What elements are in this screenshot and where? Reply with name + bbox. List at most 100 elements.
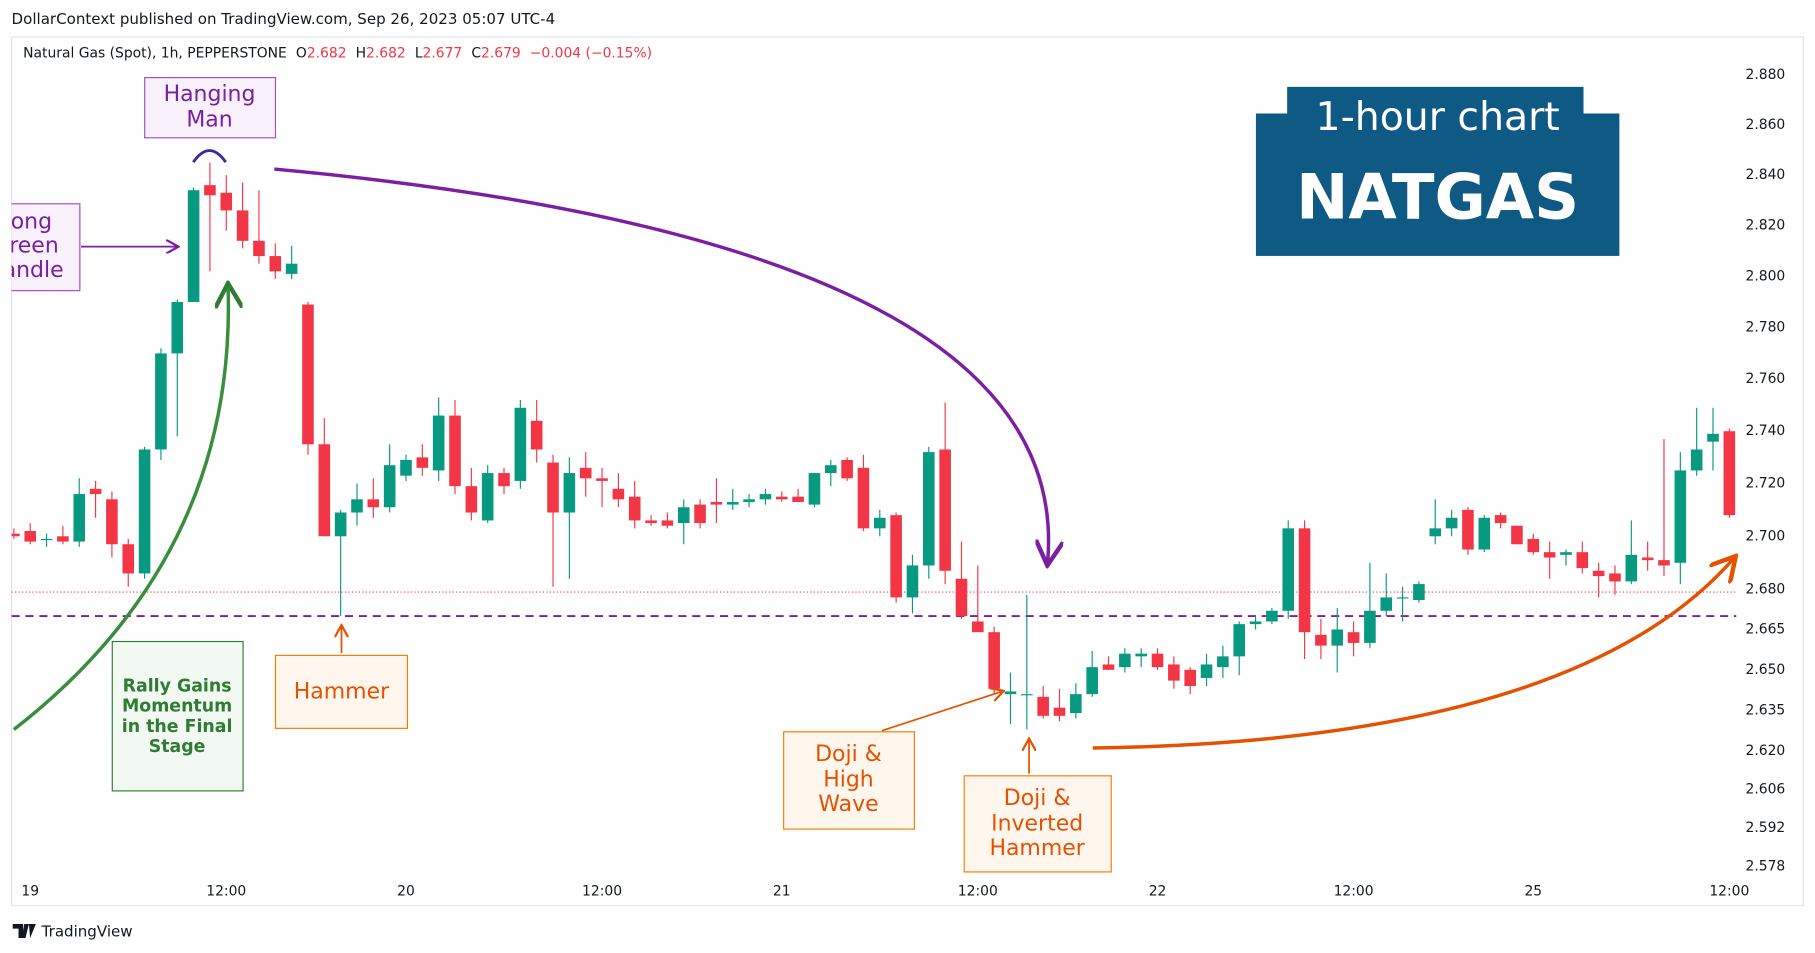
candle-body [775, 496, 788, 500]
candle-body [1658, 560, 1670, 566]
candle-body [890, 515, 902, 598]
candle-body [1560, 552, 1572, 555]
annotation-box [783, 731, 916, 830]
footer-brand: TradingView [41, 923, 133, 941]
candle-body [1609, 573, 1621, 582]
y-tick-label: 2.780 [1746, 320, 1786, 336]
candle-body [1119, 653, 1131, 668]
candle-body [710, 501, 723, 505]
annotation-text: Rally Gains [123, 677, 232, 697]
annotation-text: Candle [0, 258, 64, 283]
annotation-box [963, 775, 1112, 873]
annotation-text: Hammer [294, 679, 390, 704]
badge [1255, 113, 1620, 256]
x-tick-label: 12:00 [1709, 884, 1749, 900]
ohlc-label: O [296, 45, 307, 61]
change: −0.004 (−0.15%) [530, 45, 652, 61]
candle-body [236, 210, 249, 241]
annotation-text: Man [186, 107, 232, 132]
candle-body [416, 457, 429, 468]
candle-body [677, 507, 690, 524]
candle-body [1690, 449, 1703, 471]
candle-body [1298, 528, 1311, 633]
candle-body [1445, 517, 1458, 529]
candle-body [988, 632, 1000, 689]
footer: TradingView [12, 923, 133, 941]
candle-body [57, 536, 69, 542]
candle-body [1021, 694, 1033, 696]
candle-body [1233, 624, 1246, 657]
arrow [12, 286, 229, 731]
candle-body [1266, 610, 1278, 622]
y-tick-label: 2.680 [1746, 581, 1786, 597]
candle-body [1396, 597, 1409, 599]
candle-body [171, 302, 184, 354]
candle-body [1037, 696, 1049, 716]
x-tick-label: 12:00 [1334, 884, 1374, 900]
annotation-text: Momentum [122, 696, 232, 716]
candle-body [122, 544, 135, 574]
candle-body [269, 256, 282, 272]
candle-body [138, 449, 151, 574]
annotation-box [11, 203, 81, 292]
candle-body [351, 499, 363, 513]
arrow [1092, 558, 1734, 750]
candle-body [1070, 694, 1082, 714]
candle-body [1625, 554, 1638, 582]
candle-body [726, 501, 739, 505]
symbol: Natural Gas (Spot), 1h, PEPPERSTONE [23, 45, 287, 61]
candle-body [1576, 552, 1589, 569]
candle-body [24, 530, 37, 542]
candle-body [1315, 634, 1327, 646]
candle-body [1135, 653, 1147, 657]
arrow [881, 691, 1002, 732]
annotation-text: Inverted [991, 811, 1083, 836]
ohlc-label: H [356, 45, 366, 61]
candle-body [1184, 669, 1196, 687]
x-tick-label: 12:00 [582, 884, 622, 900]
candle-body [11, 533, 20, 537]
y-tick-label: 2.880 [1746, 67, 1786, 83]
symbol-legend: Natural Gas (Spot), 1h, PEPPERSTONE O 2.6… [23, 45, 652, 61]
candle-body [1723, 431, 1736, 516]
candle-body [857, 467, 870, 529]
candle-body [285, 263, 298, 274]
candle-body [547, 462, 559, 513]
annotation-text: Doji & [1004, 786, 1071, 811]
candle-body [1380, 597, 1393, 611]
ohlc-value: 2.682 [366, 45, 406, 61]
candle-body [1674, 470, 1687, 563]
candle-body [1494, 515, 1507, 524]
y-tick-label: 2.840 [1746, 167, 1786, 183]
candle-body [579, 467, 592, 479]
x-tick-label: 20 [397, 884, 415, 900]
y-tick-label: 2.820 [1746, 218, 1786, 234]
candle-body [89, 488, 102, 495]
candle-body [1347, 632, 1360, 643]
candle-body [1364, 610, 1376, 643]
candle-body [1478, 517, 1491, 550]
candle-body [923, 452, 935, 566]
candle-body [1543, 552, 1556, 558]
candle-body [972, 621, 984, 633]
candle-body [383, 465, 396, 508]
candle-body [318, 444, 331, 537]
candle-body [1200, 664, 1213, 678]
candle-body [1413, 584, 1425, 601]
candle-body [939, 449, 951, 571]
x-tick-label: 12:00 [206, 884, 246, 900]
y-tick-label: 2.760 [1746, 371, 1786, 387]
y-tick-label: 2.650 [1746, 662, 1786, 678]
candle-body [1527, 538, 1540, 553]
candle-body [204, 185, 216, 196]
candle-body [661, 520, 674, 526]
candle-body [1462, 509, 1474, 550]
candle-body [906, 565, 919, 598]
candle-body [73, 494, 86, 542]
candle-body [400, 459, 412, 476]
candle-body [498, 473, 510, 487]
plot [11, 162, 1737, 730]
candle-body [1641, 557, 1654, 561]
y-tick-label: 2.720 [1746, 476, 1786, 492]
